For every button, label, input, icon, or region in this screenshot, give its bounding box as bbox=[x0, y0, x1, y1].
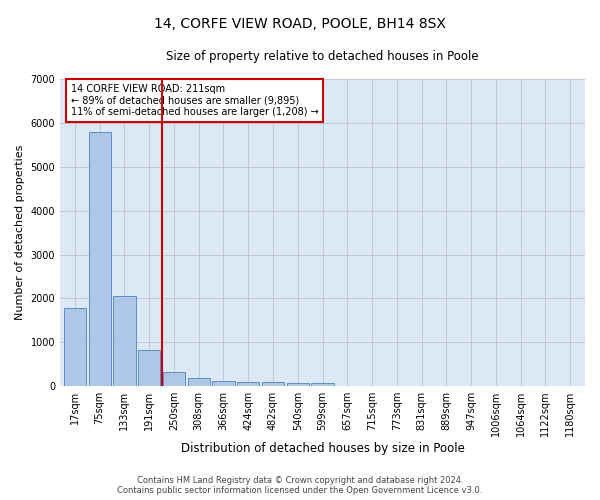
Bar bbox=[287, 383, 309, 386]
Text: 14, CORFE VIEW ROAD, POOLE, BH14 8SX: 14, CORFE VIEW ROAD, POOLE, BH14 8SX bbox=[154, 18, 446, 32]
Bar bbox=[138, 350, 160, 386]
Text: 14 CORFE VIEW ROAD: 211sqm
← 89% of detached houses are smaller (9,895)
11% of s: 14 CORFE VIEW ROAD: 211sqm ← 89% of deta… bbox=[71, 84, 318, 117]
Bar bbox=[188, 378, 210, 386]
X-axis label: Distribution of detached houses by size in Poole: Distribution of detached houses by size … bbox=[181, 442, 464, 455]
Bar bbox=[163, 372, 185, 386]
Bar bbox=[212, 382, 235, 386]
Bar bbox=[311, 384, 334, 386]
Bar bbox=[89, 132, 111, 386]
Text: Contains HM Land Registry data © Crown copyright and database right 2024.
Contai: Contains HM Land Registry data © Crown c… bbox=[118, 476, 482, 495]
Bar bbox=[262, 382, 284, 386]
Title: Size of property relative to detached houses in Poole: Size of property relative to detached ho… bbox=[166, 50, 479, 63]
Bar bbox=[113, 296, 136, 386]
Y-axis label: Number of detached properties: Number of detached properties bbox=[15, 145, 25, 320]
Bar bbox=[237, 382, 259, 386]
Bar bbox=[64, 308, 86, 386]
